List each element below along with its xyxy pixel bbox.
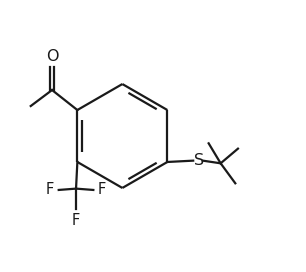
Text: F: F (72, 212, 80, 228)
Text: O: O (46, 49, 58, 64)
Text: F: F (98, 183, 106, 197)
Text: S: S (194, 153, 204, 168)
Text: F: F (46, 183, 54, 197)
